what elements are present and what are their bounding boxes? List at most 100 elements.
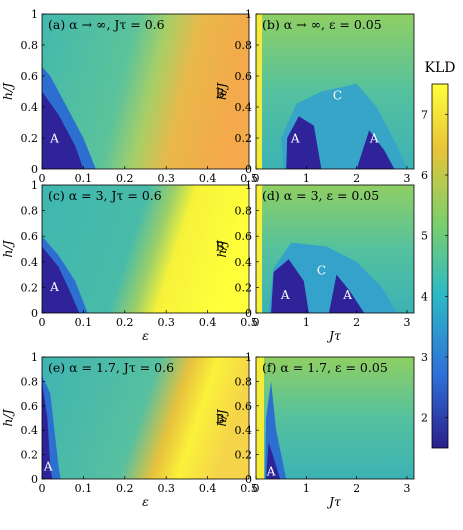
- y-tick-label: 1: [31, 351, 38, 364]
- plot-frame: [255, 13, 415, 170]
- x-tick-label: 3: [403, 172, 410, 185]
- x-tick-label: 0.4: [199, 172, 217, 185]
- region-label-a: A: [49, 280, 59, 294]
- y-tick-label: 0.6: [21, 230, 39, 243]
- y-tick-label: 0.4: [21, 101, 39, 114]
- region-edge: [256, 185, 263, 313]
- y-tick-label: 0.2: [235, 281, 253, 294]
- x-tick-label: 2: [353, 482, 360, 495]
- y-tick-label: 0.8: [21, 39, 39, 52]
- region-edge: [256, 357, 265, 479]
- x-tick-label: 0.5: [240, 316, 258, 329]
- y-tick-label: 0.8: [21, 375, 39, 388]
- y-tick-label: 0: [31, 163, 38, 176]
- region-a-core: [42, 246, 80, 313]
- region-label-a: A: [266, 464, 276, 478]
- y-axis-label: h/J: [0, 239, 15, 257]
- y-axis-label: h/J: [0, 408, 15, 426]
- y-tick-label: 0.8: [21, 205, 39, 218]
- x-tick-label: 0: [39, 316, 46, 329]
- heatmap-field: [42, 357, 249, 479]
- x-tick-label: 0.2: [116, 172, 134, 185]
- region-label-c: C: [333, 88, 342, 102]
- region-label-a: A: [43, 459, 53, 473]
- y-tick-label: 0.6: [235, 70, 253, 83]
- y-tick-label: 0.8: [235, 205, 253, 218]
- x-axis-label: Jτ: [326, 494, 342, 509]
- panel-title: (e) α = 1.7, Jτ = 0.6: [48, 360, 174, 375]
- x-tick-label: 0.4: [199, 482, 217, 495]
- y-tick-label: 0.2: [21, 281, 39, 294]
- y-tick-label: 0.6: [21, 70, 39, 83]
- colorbar-tick-label: 2: [421, 412, 428, 425]
- plot-frame: [41, 13, 250, 170]
- y-tick-label: 0: [245, 307, 252, 320]
- x-tick-label: 0.1: [75, 482, 93, 495]
- colorbar-label: KLD: [425, 60, 456, 76]
- region-a-left: [271, 259, 309, 313]
- y-tick-label: 0: [245, 473, 252, 486]
- heatmap-field: [256, 357, 414, 479]
- colorbar-tick-label: 7: [421, 108, 428, 121]
- y-tick-label: 0.4: [235, 101, 253, 114]
- panel-title: (c) α = 3, Jτ = 0.6: [48, 188, 162, 203]
- x-tick-label: 0.4: [199, 316, 217, 329]
- x-tick-label: 0.5: [240, 172, 258, 185]
- y-tick-label: 1: [31, 179, 38, 192]
- colorbar-tick-label: 3: [421, 351, 428, 364]
- y-tick-label: 0.2: [235, 132, 253, 145]
- x-tick-label: 0: [39, 482, 46, 495]
- plot-frame: [41, 356, 250, 480]
- x-tick-label: 1: [303, 482, 310, 495]
- colorbar-tick-label: 4: [421, 290, 428, 303]
- x-tick-label: 1: [303, 172, 310, 185]
- y-tick-label: 0.6: [235, 400, 253, 413]
- x-tick-label: 2: [353, 316, 360, 329]
- colorbar-frame: [431, 83, 449, 449]
- x-tick-label: 0: [253, 482, 260, 495]
- region-label-a: A: [369, 132, 379, 146]
- region-label-b: B: [216, 412, 225, 426]
- x-tick-label: 3: [403, 482, 410, 495]
- colorbar: KLD 2 3 4 5 6 7: [421, 60, 456, 449]
- y-tick-label: 0.6: [235, 230, 253, 243]
- y-tick-label: 0.4: [21, 256, 39, 269]
- x-tick-label: 0.1: [75, 172, 93, 185]
- x-tick-label: 0.1: [75, 316, 93, 329]
- region-label-a: A: [280, 288, 290, 302]
- y-tick-label: 1: [245, 179, 252, 192]
- y-tick-label: 1: [245, 8, 252, 21]
- region-a-right: [328, 274, 365, 313]
- x-tick-label: 0.2: [116, 316, 134, 329]
- y-axis-label: h/J: [0, 82, 15, 100]
- x-tick-label: 0: [39, 172, 46, 185]
- x-axis-label: Jτ: [326, 328, 342, 343]
- region-a-right: [356, 130, 395, 169]
- x-tick-label: 0: [253, 316, 260, 329]
- y-tick-label: 0: [31, 473, 38, 486]
- plot-frame: [255, 184, 415, 314]
- y-tick-label: 0.2: [21, 449, 39, 462]
- y-tick-label: 0.8: [235, 375, 253, 388]
- x-tick-label: 0.3: [157, 172, 175, 185]
- panel-title: (a) α → ∞, Jτ = 0.6: [48, 17, 165, 32]
- x-axis-label: ε: [142, 494, 149, 509]
- y-tick-label: 1: [31, 8, 38, 21]
- y-tick-label: 0.6: [21, 400, 39, 413]
- panel-title: (f) α = 1.7, ε = 0.05: [262, 360, 388, 375]
- panel-f: 0 1 2 3 0 0.2 0.4 0.6 0.8 1 Jτ h/J (f) α = 1.7, ε = …: [214, 351, 415, 509]
- y-tick-label: 0: [245, 163, 252, 176]
- region-edge: [256, 14, 263, 169]
- region-a-core: [42, 91, 84, 169]
- region-label-c: C: [317, 264, 326, 278]
- x-tick-label: 0.3: [157, 316, 175, 329]
- y-axis-label: h/J: [214, 82, 229, 100]
- panel-title: (b) α → ∞, ε = 0.05: [262, 17, 382, 32]
- y-tick-label: 0: [31, 307, 38, 320]
- x-tick-label: 2: [353, 172, 360, 185]
